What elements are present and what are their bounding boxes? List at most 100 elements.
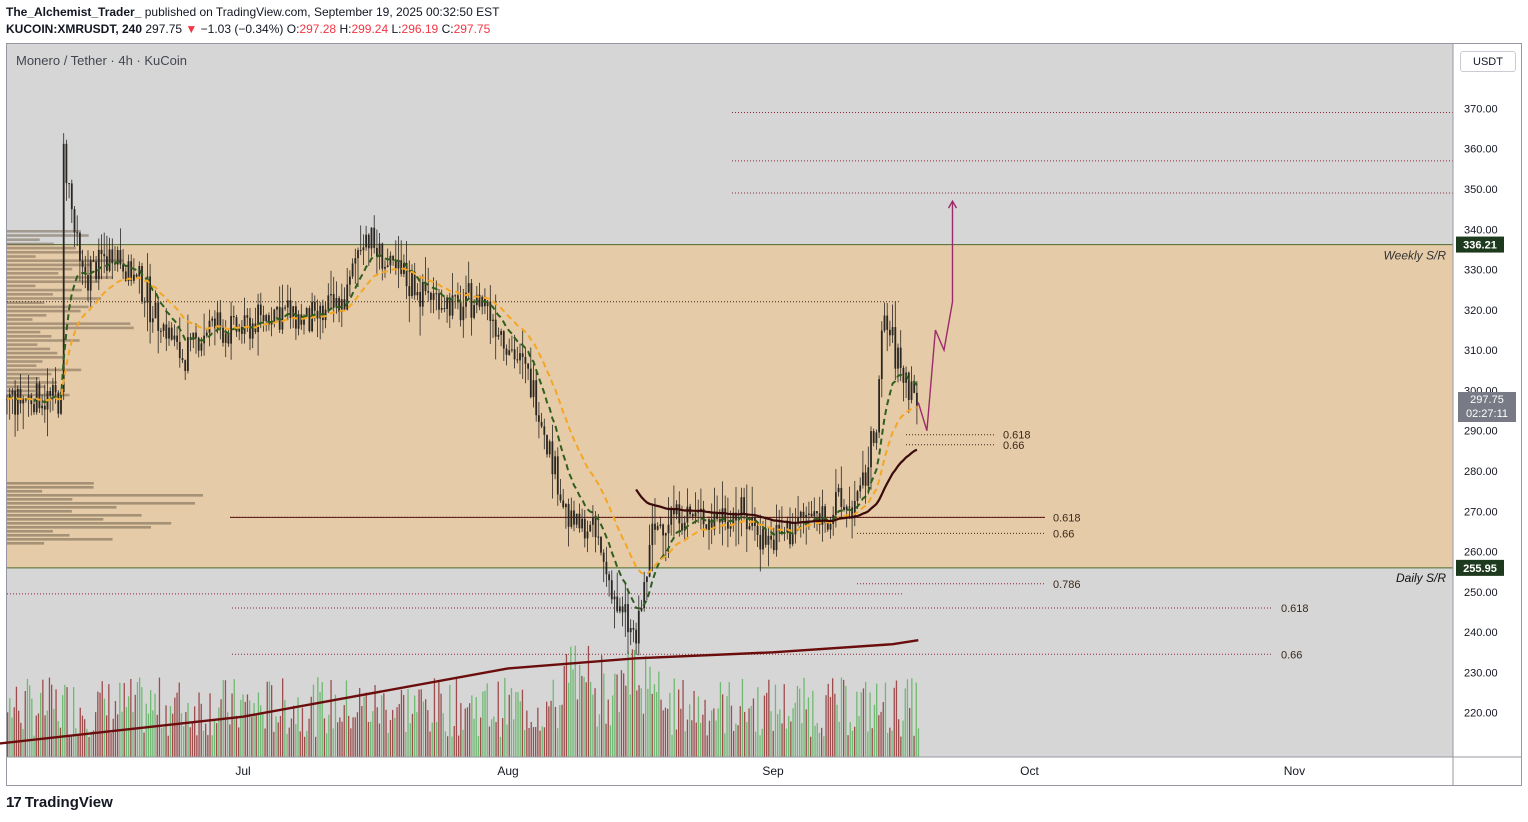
candle-body [95,261,97,280]
close-label: C: [441,22,454,36]
price-tick-label: 310.00 [1464,345,1498,357]
candle-body [284,307,286,309]
volume-profile-bar [7,510,72,513]
time-tick-label: Oct [1020,764,1039,778]
candle-body [648,544,651,577]
candle-body [872,431,875,444]
volume-bar [625,685,627,757]
candle-body [168,327,170,339]
volume-bar [431,722,433,757]
candle-body [697,511,700,513]
close-value: 297.75 [453,22,491,36]
candle-body [475,294,478,306]
volume-bar [867,731,869,757]
volume-bar [44,715,46,757]
candle-body [413,271,416,296]
candle-body [119,250,122,265]
candle-body [79,232,81,261]
volume-bar [673,678,675,757]
volume-bar [55,689,57,757]
candle-body [683,522,686,531]
volume-bar [433,678,436,757]
volume-bar [363,696,365,757]
tradingview-brand[interactable]: 17 TradingView [6,794,113,811]
candle-body [767,535,770,545]
volume-bar [466,707,469,757]
candle-body [322,305,324,321]
volume-bar [592,694,594,757]
volume-bar [779,709,781,757]
volume-bar [420,689,422,757]
volume-bar [825,695,827,757]
volume-bar [249,700,251,757]
currency-button[interactable]: USDT [1460,51,1516,72]
candle-body [724,508,727,522]
volume-bar [722,694,724,757]
candle-body [416,291,419,296]
candle-body [273,309,276,323]
volume-bar [9,698,11,757]
candle-body [567,504,570,527]
volume-bar [843,679,845,757]
candle-body [451,295,454,316]
candle-body [238,326,241,332]
low-label: L: [391,22,402,36]
volume-profile-bar [7,526,152,529]
volume-profile-bar [7,377,40,380]
author-name[interactable]: The_Alchemist_Trader_ [6,5,142,19]
volume-bar [827,683,829,757]
volume-profile-bar [7,272,59,275]
volume-bar [887,732,889,757]
volume-bar [119,682,121,757]
volume-bar [147,713,150,757]
volume-bar [436,722,438,757]
volume-profile-bar [7,502,195,505]
candle-body [232,316,235,318]
volume-bar [860,692,862,757]
volume-bar [506,724,508,757]
volume-bar [130,678,132,757]
volume-bar [110,732,112,757]
candle-body [408,286,411,297]
volume-bar [84,719,86,757]
volume-bar [651,693,653,757]
candle-body [405,262,408,287]
volume-bar [216,723,218,757]
volume-bar [572,669,574,757]
volume-bar [559,705,561,757]
candle-body [124,271,127,282]
volume-bar [796,685,799,757]
candle-body [492,319,494,322]
candle-body [335,298,338,308]
volume-bar [579,664,581,757]
candle-body [916,392,918,406]
candle-body [89,260,92,291]
volume-bar [477,736,480,757]
daily-sr-price-tag: 255.95 [1463,563,1497,575]
volume-profile-bar [7,498,73,501]
volume-bar [845,686,847,757]
volume-bar [407,689,409,757]
volume-bar [198,692,200,757]
candle-body [386,265,389,267]
volume-bar [255,713,257,757]
volume-bar [695,722,697,757]
candle-body [762,528,764,550]
candle-body [70,183,73,210]
volume-bar [682,679,684,757]
candle-body [127,261,130,282]
candle-body [214,318,216,329]
candle-body [146,276,149,303]
candle-body [52,385,54,396]
volume-bar [442,713,444,757]
candle-body [581,518,583,529]
candle-body [111,249,114,264]
volume-profile-bar [7,351,58,355]
volume-bar [638,685,640,757]
volume-bar [812,690,814,757]
volume-bar [381,695,383,757]
volume-bar [152,710,154,757]
volume-profile-bar [7,305,89,309]
volume-bar [389,719,392,757]
